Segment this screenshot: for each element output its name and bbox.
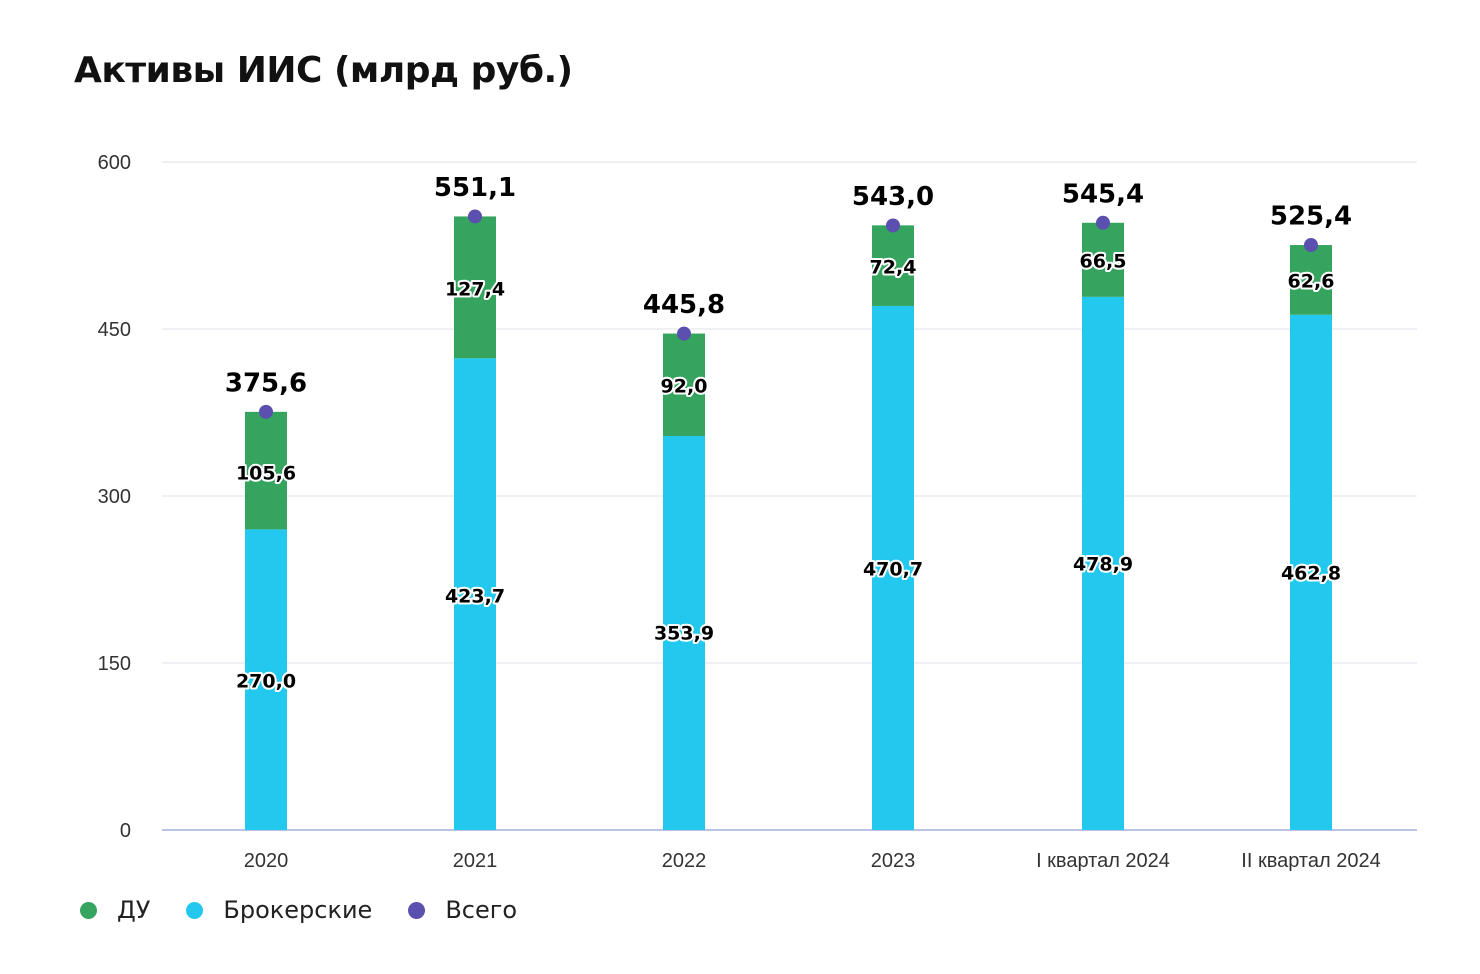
bar-broker-4 xyxy=(1082,296,1124,830)
total-label-2: 445,8 xyxy=(643,290,725,320)
legend-label-du: ДУ xyxy=(117,896,151,924)
data-label-du-1: 127,4 xyxy=(445,279,505,301)
bar-broker-3 xyxy=(872,305,914,831)
legend-item-broker: Брокерские xyxy=(186,896,372,924)
bar-broker-0 xyxy=(245,529,287,830)
chart-legend: ДУ Брокерские Всего xyxy=(80,896,553,924)
bar-broker-5 xyxy=(1290,314,1332,830)
bar-du-5 xyxy=(1290,245,1332,315)
data-label-du-4: 66,5 xyxy=(1080,251,1127,273)
bar-du-0 xyxy=(245,411,287,530)
total-label-5: 525,4 xyxy=(1270,202,1352,232)
y-tick-label-2: 300 xyxy=(98,486,131,508)
data-label-broker-1: 423,7 xyxy=(445,586,505,608)
bar-broker-2 xyxy=(663,435,705,830)
chart-title: Активы ИИС (млрд руб.) xyxy=(74,50,573,91)
legend-label-broker: Брокерские xyxy=(223,896,373,924)
bar-du-2 xyxy=(663,333,705,436)
x-tick-label-5: II квартал 2024 xyxy=(1241,850,1380,872)
total-marker-2 xyxy=(677,326,691,341)
total-label-3: 543,0 xyxy=(852,182,934,212)
total-marker-1 xyxy=(468,209,482,224)
x-tick-label-2: 2022 xyxy=(662,850,707,872)
total-label-0: 375,6 xyxy=(225,368,307,398)
y-tick-label-0: 0 xyxy=(120,820,131,842)
x-tick-label-3: 2023 xyxy=(871,850,916,872)
y-tick-label-4: 600 xyxy=(98,152,131,174)
legend-swatch-total xyxy=(408,901,426,919)
y-tick-label-3: 450 xyxy=(98,319,131,341)
total-marker-3 xyxy=(886,218,900,233)
legend-swatch-broker xyxy=(186,901,204,919)
bar-du-1 xyxy=(454,216,496,359)
total-marker-5 xyxy=(1304,238,1318,253)
data-label-du-3: 72,4 xyxy=(870,257,917,279)
total-label-4: 545,4 xyxy=(1062,179,1144,209)
x-tick-label-1: 2021 xyxy=(453,850,498,872)
bar-du-4 xyxy=(1082,222,1124,297)
data-label-broker-2: 353,9 xyxy=(654,623,714,645)
data-label-du-2: 92,0 xyxy=(661,376,708,398)
total-marker-0 xyxy=(259,404,273,419)
legend-item-du: ДУ xyxy=(80,896,150,924)
x-tick-label-0: 2020 xyxy=(244,850,289,872)
data-label-broker-3: 470,7 xyxy=(863,559,923,581)
legend-swatch-du xyxy=(80,901,97,919)
data-label-du-5: 62,6 xyxy=(1288,271,1335,293)
data-label-broker-5: 462,8 xyxy=(1281,563,1341,585)
data-label-broker-0: 270,0 xyxy=(236,671,296,693)
legend-label-total: Всего xyxy=(445,896,518,924)
total-label-1: 551,1 xyxy=(434,173,516,203)
bar-broker-1 xyxy=(454,358,496,830)
bar-du-3 xyxy=(872,225,914,306)
legend-item-total: Всего xyxy=(408,896,517,924)
data-label-du-0: 105,6 xyxy=(236,463,296,485)
x-tick-label-4: I квартал 2024 xyxy=(1036,850,1170,872)
y-tick-label-1: 150 xyxy=(98,653,131,675)
data-label-broker-4: 478,9 xyxy=(1073,554,1133,576)
total-marker-4 xyxy=(1096,215,1110,230)
